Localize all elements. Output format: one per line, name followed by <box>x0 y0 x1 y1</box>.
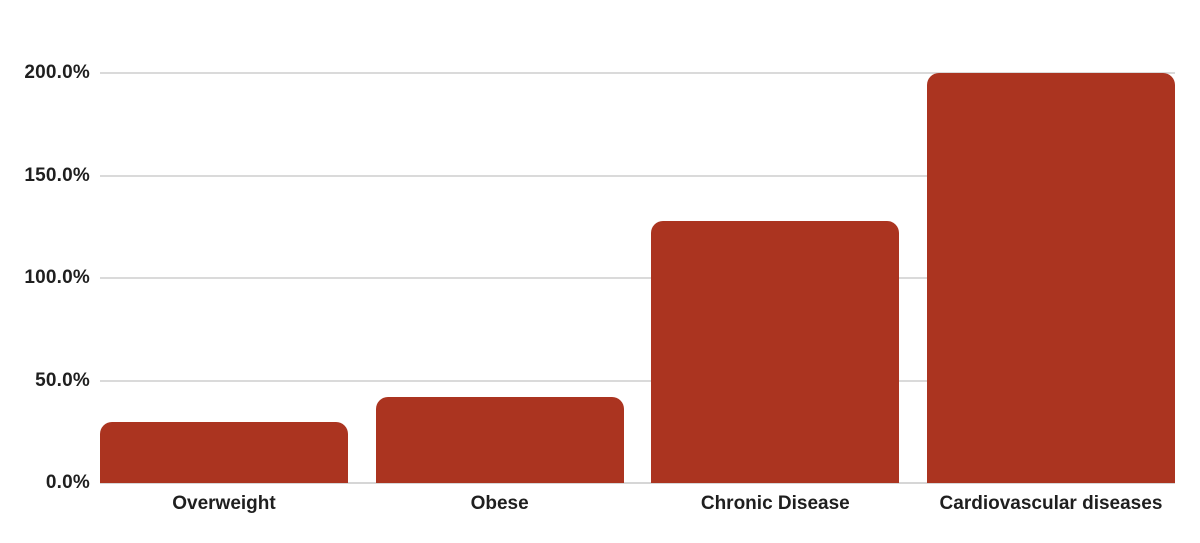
y-axis: 0.0% 50.0% 100.0% 150.0% 200.0% <box>0 0 90 543</box>
bars <box>100 73 1175 483</box>
x-category-label: Chronic Disease <box>700 493 850 514</box>
bar <box>651 220 900 483</box>
gridline <box>100 72 1175 74</box>
gridline <box>100 379 1175 382</box>
plot-area <box>100 72 1175 484</box>
y-tick-label: 0.0% <box>45 472 90 493</box>
y-tick-label: 50.0% <box>35 369 90 391</box>
y-tick-label: 100.0% <box>24 267 90 288</box>
gridline <box>100 277 1175 279</box>
bar <box>926 73 1175 483</box>
y-tick-label: 200.0% <box>24 62 90 83</box>
bar <box>100 421 348 483</box>
x-category-label: Cardiovascular diseases <box>939 493 1163 514</box>
x-category-label: Overweight <box>172 493 276 514</box>
bar <box>375 396 624 483</box>
y-tick-label: 150.0% <box>24 164 90 186</box>
x-axis: Overweight Obese Chronic Disease Cardiovasc… <box>100 492 1175 516</box>
baseline-gridline <box>100 482 1175 484</box>
gridline <box>100 174 1175 177</box>
x-category-label: Obese <box>470 493 529 514</box>
